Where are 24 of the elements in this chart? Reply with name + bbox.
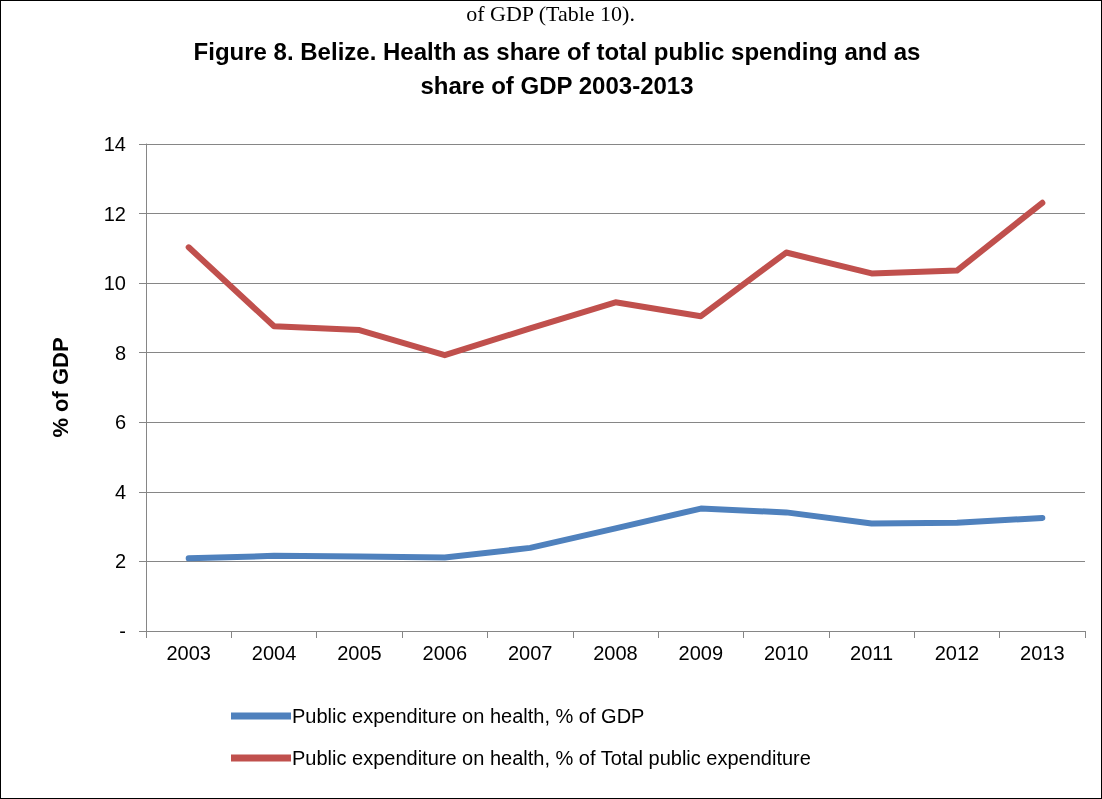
- x-tick-label: 2009: [678, 642, 724, 664]
- y-tick-label: 6: [114, 411, 126, 434]
- x-tick-label: 2004: [251, 642, 297, 664]
- x-tick-label: 2003: [166, 642, 211, 664]
- y-tick-label: 2: [114, 550, 126, 573]
- x-tick-label: 2006: [422, 642, 468, 664]
- x-tick-label: 2013: [1020, 642, 1065, 664]
- y-tick-label: 14: [103, 133, 126, 155]
- y-tick-label: 8: [114, 341, 126, 364]
- y-tick-label: 10: [103, 272, 126, 295]
- x-tick-label: 2012: [934, 642, 980, 664]
- x-tick-label: 2010: [763, 642, 809, 664]
- chart-title: Figure 8. Belize. Health as share of total public spending and as share of GDP 2003-2013: [193, 37, 921, 99]
- y-tick-label: 12: [103, 202, 126, 225]
- x-tick-label: 2011: [850, 642, 894, 664]
- x-tick-label: 2008: [593, 642, 638, 664]
- x-tick-label: 2007: [507, 642, 553, 664]
- y-tick-label: -: [119, 620, 126, 642]
- legend-label: Public expenditure on health, % of Total public expenditure: [292, 747, 811, 769]
- y-axis-title: % of GDP: [47, 337, 73, 438]
- legend-label: Public expenditure on health, % of GDP: [292, 705, 645, 727]
- y-tick-label: 4: [114, 480, 126, 503]
- text: of GDP (Table 10).: [466, 0, 635, 26]
- x-tick-label: 2005: [337, 642, 382, 664]
